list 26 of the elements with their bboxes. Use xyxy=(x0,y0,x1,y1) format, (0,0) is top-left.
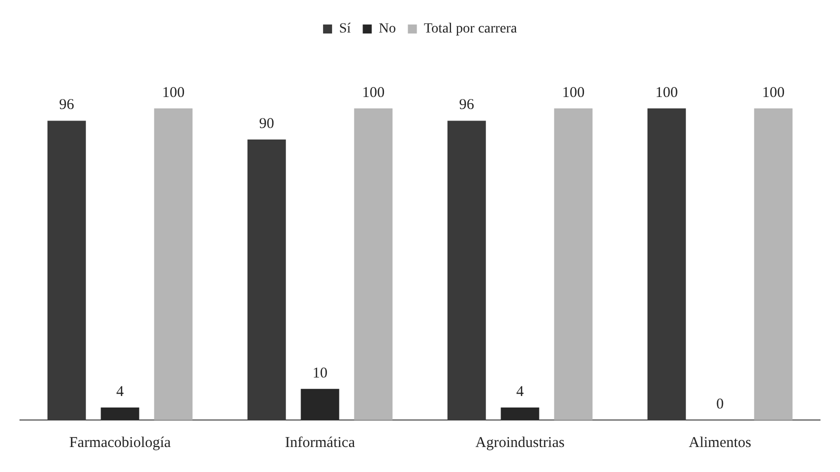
data-label: 100 xyxy=(162,84,185,101)
bar xyxy=(300,388,340,420)
bar xyxy=(354,108,393,420)
legend-label: No xyxy=(378,22,396,37)
legend-label: Sí xyxy=(339,22,351,37)
x-tick-label: Agroindustrias xyxy=(475,434,565,451)
x-tick-label: Farmacobiología xyxy=(69,434,172,451)
data-label: 0 xyxy=(716,396,724,412)
x-tick-label: Informática xyxy=(285,434,356,451)
data-label: 100 xyxy=(362,84,385,101)
data-label: 10 xyxy=(312,365,328,382)
data-label: 100 xyxy=(762,84,785,101)
data-label: 96 xyxy=(459,97,475,114)
data-label: 4 xyxy=(516,384,524,400)
bar xyxy=(154,108,193,420)
x-tick-label: Alimentos xyxy=(688,434,752,451)
data-label: 4 xyxy=(116,384,124,400)
data-label: 100 xyxy=(655,84,678,101)
legend-label: Total por carrera xyxy=(424,22,518,37)
bar xyxy=(500,408,540,420)
bar xyxy=(754,108,793,420)
bar xyxy=(100,408,140,420)
data-label: 90 xyxy=(259,116,274,132)
data-label: 100 xyxy=(562,84,585,101)
bar xyxy=(554,108,593,420)
data-label: 96 xyxy=(59,97,75,114)
